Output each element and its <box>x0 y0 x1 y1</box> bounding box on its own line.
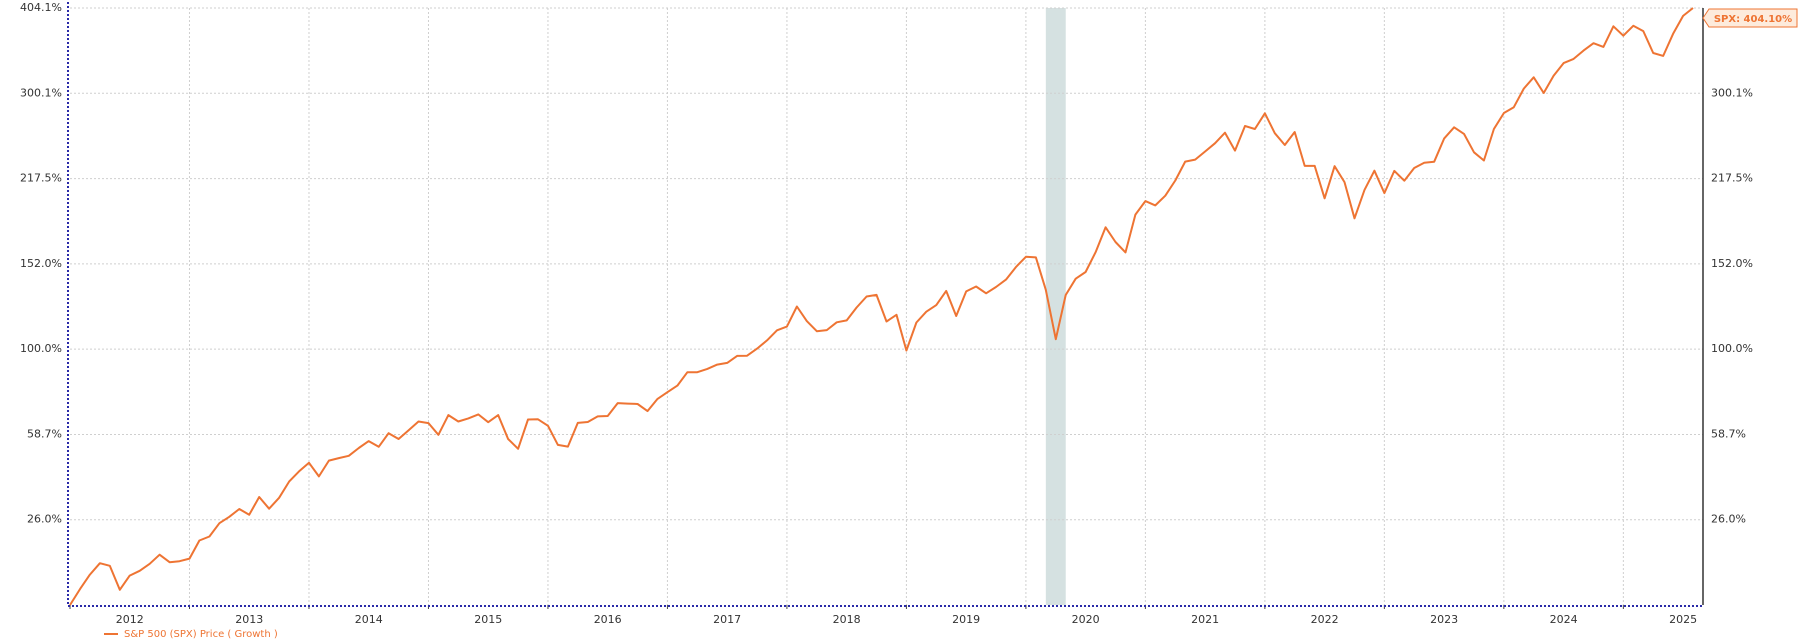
x-tick-label: 2013 <box>235 613 263 626</box>
x-tick-label: 2022 <box>1311 613 1339 626</box>
y-tick-label: 58.7% <box>27 428 62 441</box>
y2-tick-label: 300.1% <box>1711 86 1753 99</box>
x-tick-label: 2025 <box>1669 613 1697 626</box>
x-tick-label: 2020 <box>1072 613 1100 626</box>
y2-tick-label: 217.5% <box>1711 172 1753 185</box>
x-tick-label: 2019 <box>952 613 980 626</box>
x-tick-label: 2021 <box>1191 613 1219 626</box>
shaded-period <box>1045 8 1066 605</box>
end-label-box <box>1702 8 1798 28</box>
series-line <box>69 7 1694 606</box>
y-tick-label: 152.0% <box>20 257 62 270</box>
x-tick-label: 2024 <box>1550 613 1578 626</box>
y-tick-label: 300.1% <box>20 86 62 99</box>
x-tick-label: 2015 <box>474 613 502 626</box>
x-tick-label: 2014 <box>355 613 383 626</box>
x-tick-label: 2016 <box>594 613 622 626</box>
y-tick-label: 26.0% <box>27 513 62 526</box>
y-tick-label: 217.5% <box>20 172 62 185</box>
y2-tick-label: 58.7% <box>1711 428 1746 441</box>
end-label: SPX: 404.10% <box>1702 8 1798 28</box>
x-tick-label: 2018 <box>833 613 861 626</box>
y2-tick-label: 100.0% <box>1711 342 1753 355</box>
end-label-text: SPX: 404.10% <box>1714 14 1792 25</box>
legend-label: S&P 500 (SPX) Price ( Growth ) <box>124 629 278 640</box>
x-tick-label: 2012 <box>116 613 144 626</box>
y-tick-label: 404.1% <box>20 1 62 14</box>
y2-tick-label: 26.0% <box>1711 513 1746 526</box>
y-tick-label: 100.0% <box>20 342 62 355</box>
x-tick-label: 2017 <box>713 613 741 626</box>
y2-tick-label: 152.0% <box>1711 257 1753 270</box>
x-tick-label: 2023 <box>1430 613 1458 626</box>
